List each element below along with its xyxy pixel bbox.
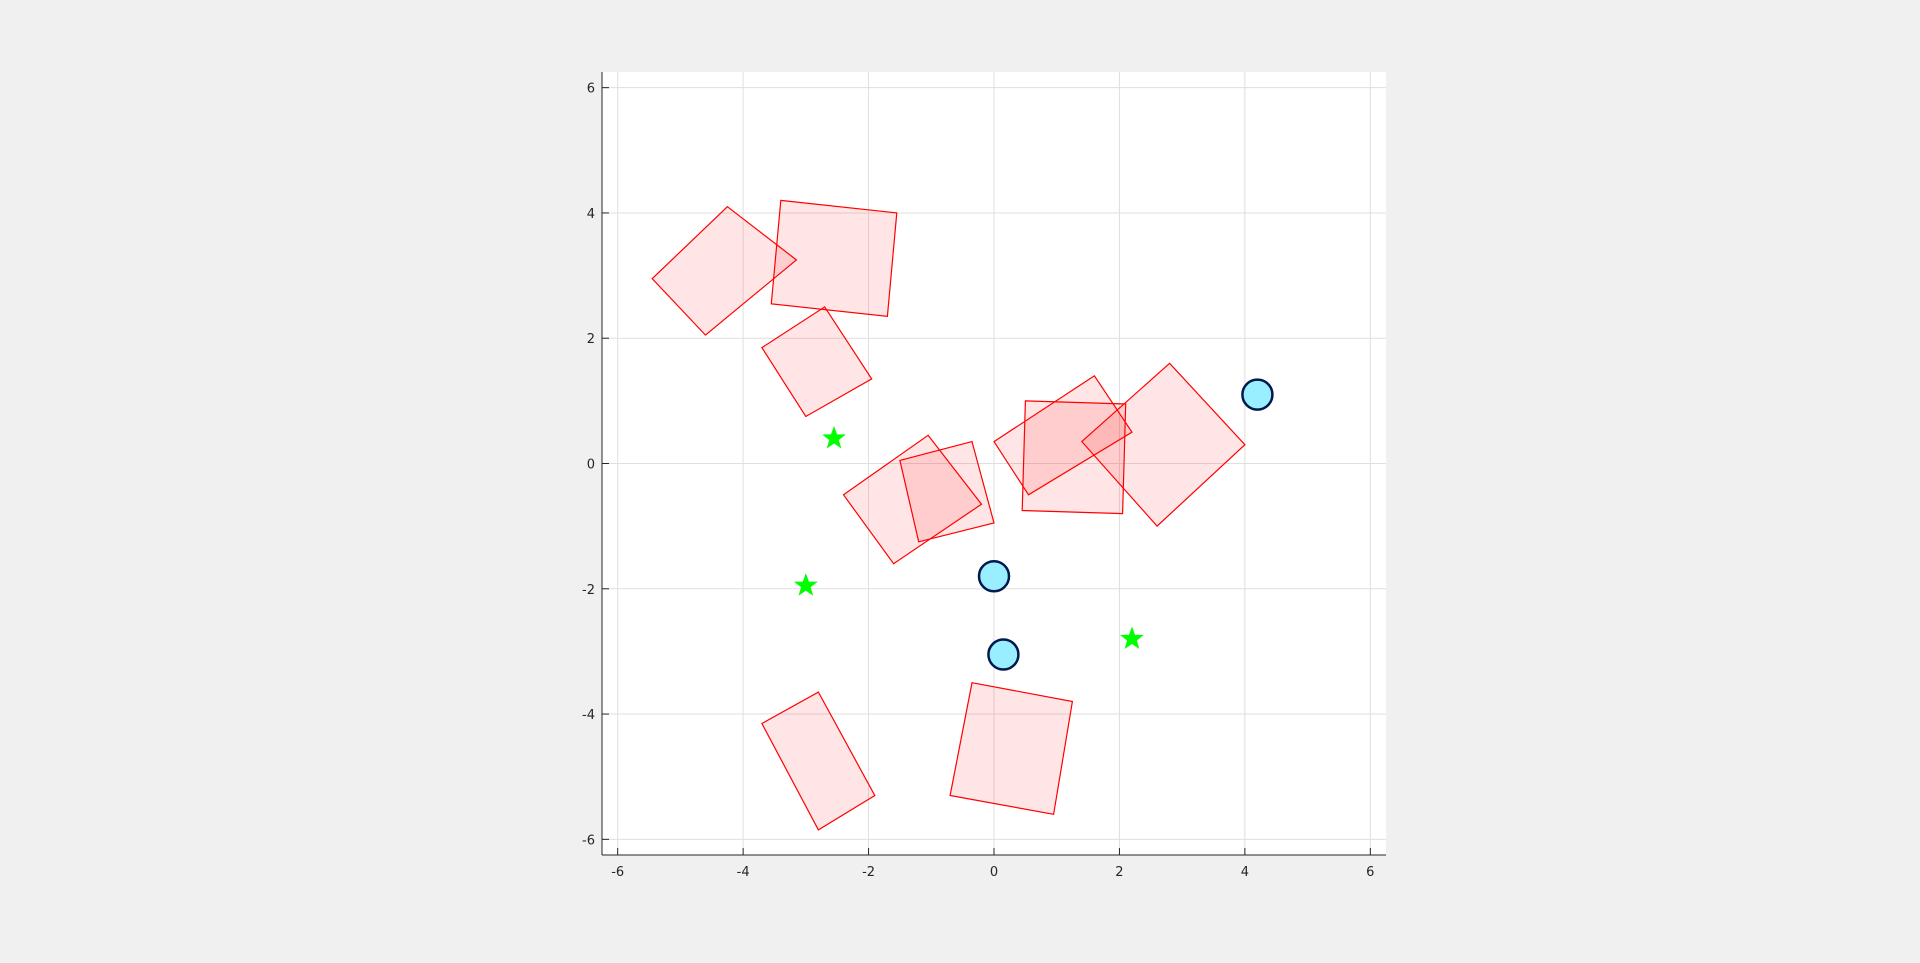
x-tick-label: 0 xyxy=(990,865,998,880)
obstacle-polygon xyxy=(949,682,1074,815)
y-ticks: -6 -4 -2 0 2 4 6 xyxy=(582,82,609,848)
y-tick-label: -2 xyxy=(582,583,595,598)
x-tick-label: 2 xyxy=(1115,865,1123,880)
x-tick-label: -6 xyxy=(611,865,624,880)
star-marker xyxy=(793,573,818,596)
obstacle-polygon xyxy=(651,205,798,336)
circle-marker xyxy=(1241,378,1274,411)
circle-marker xyxy=(987,638,1020,671)
x-tick-label: 4 xyxy=(1241,865,1249,880)
obstacle-polygon xyxy=(761,691,876,831)
star-marker xyxy=(822,425,846,449)
x-ticks: -6 -4 -2 0 2 4 6 xyxy=(611,848,1374,880)
x-tick-label: 6 xyxy=(1366,865,1374,880)
circle-markers xyxy=(977,378,1274,671)
obstacle-polygon xyxy=(1080,362,1246,527)
y-tick-label: -6 xyxy=(582,833,595,848)
x-tick-label: -4 xyxy=(737,865,750,880)
obstacle-polygon xyxy=(770,199,898,317)
y-tick-label: 0 xyxy=(587,458,595,473)
y-tick-label: -4 xyxy=(582,708,595,723)
obstacles xyxy=(651,199,1246,831)
obstacle-polygon xyxy=(1021,400,1127,515)
y-tick-label: 4 xyxy=(587,207,595,222)
obstacle-polygon xyxy=(761,306,873,418)
obstacle-polygon xyxy=(899,440,995,543)
star-marker xyxy=(1120,626,1144,649)
star-markers xyxy=(793,425,1144,649)
x-tick-label: -2 xyxy=(862,865,875,880)
obstacle-polygon xyxy=(993,374,1133,496)
obstacle-polygon xyxy=(842,434,983,565)
circle-marker xyxy=(977,560,1011,593)
y-tick-label: 6 xyxy=(587,82,595,97)
y-tick-label: 2 xyxy=(587,332,595,347)
